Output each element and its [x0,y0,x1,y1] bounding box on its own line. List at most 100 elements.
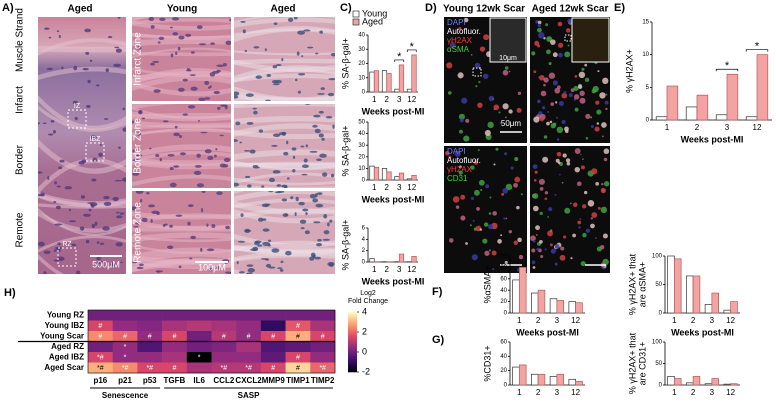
cell [574,148,581,155]
panel-letter: C) [340,2,352,14]
colorbar-step [348,352,357,355]
cell [520,193,523,196]
nucleus [47,176,50,181]
nucleus [234,139,239,142]
bar [406,178,413,181]
bar [674,378,682,386]
nucleus [273,22,278,26]
nucleus [240,20,246,23]
x-tick-label: 2 [536,388,541,397]
region-box-label: IBZ [90,136,102,143]
tissue-fiber [38,38,126,56]
colorbar-step [348,346,357,349]
nucleus [185,33,192,37]
y-tick-label: 60 [500,340,507,346]
cell [534,40,540,46]
x-tick-label: 2 [691,316,696,325]
cell [600,206,608,214]
bar [369,71,375,93]
nucleus [178,265,182,269]
cell [536,247,540,251]
micrograph [132,17,231,101]
bar [398,172,405,181]
nucleus [150,25,155,29]
colorbar-step [348,326,357,329]
nucleus [258,129,263,133]
cell [471,254,478,261]
cell [537,23,541,28]
cell [601,182,604,186]
significance-label: * [410,41,415,53]
nucleus [135,154,143,157]
nucleus [116,215,123,219]
cell [573,94,580,100]
x-tick-label: 2 [691,388,696,397]
nucleus [177,46,181,51]
nucleus [204,97,211,100]
heatmap-cell [137,341,163,353]
y-tick-label: 30 [358,47,365,53]
nucleus [58,166,63,170]
tissue-fiber [132,47,231,59]
cell [592,85,599,93]
cell [488,249,491,252]
nucleus [260,258,269,260]
x-axis-label: Weeks post-MI [516,327,579,337]
nucleus [286,140,289,145]
column-label: TIMP1 [286,376,310,385]
colorbar-step [348,349,357,352]
cell [567,44,570,47]
bar [723,309,731,314]
nucleus [186,68,191,71]
x-tick-label: 1 [665,123,670,132]
cell [537,20,542,25]
tissue-fiber [234,97,335,101]
nucleus [43,27,50,30]
nucleus [287,17,294,23]
colorbar-label: Log2 [360,290,376,297]
nucleus [234,91,240,96]
nucleus [249,149,256,154]
nucleus [268,177,276,183]
cell [535,20,539,24]
cell-annotation: # [296,323,300,330]
cell [585,228,590,233]
cell [505,183,513,191]
tissue-fiber [38,105,126,132]
cell-annotation: * [124,355,127,362]
nucleus [92,157,98,163]
cell [559,254,566,261]
heatmap-cell [260,310,286,321]
colorbar-step [348,314,357,317]
cell [587,200,595,207]
cell-annotation: *# [245,365,252,372]
micrograph [38,17,126,274]
nucleus [204,80,210,86]
nucleus [85,239,90,244]
cell [559,173,561,176]
cell-annotation: *# [97,355,104,362]
nucleus [38,122,40,125]
column-label: p21 [118,376,132,385]
legend-label: Aged [362,16,383,26]
colorbar-step [348,331,357,334]
bar [531,373,539,386]
nucleus [74,116,78,121]
micrograph [234,104,335,188]
heatmap-cell [260,341,286,353]
tissue-fiber [234,17,335,28]
region-box [85,142,105,162]
cell [595,181,599,186]
nucleus [330,173,335,178]
y-axis-label: % SA-β-gal+ [340,220,350,271]
cell [459,129,463,134]
region-label: Infarct [15,86,26,114]
cell [590,217,593,220]
nucleus [114,46,120,49]
colorbar-step [348,322,357,325]
nucleus [43,271,47,274]
nucleus [216,69,221,73]
colorbar-tick-label: 4 [362,306,367,316]
bar [730,383,738,386]
nucleus [122,127,126,132]
